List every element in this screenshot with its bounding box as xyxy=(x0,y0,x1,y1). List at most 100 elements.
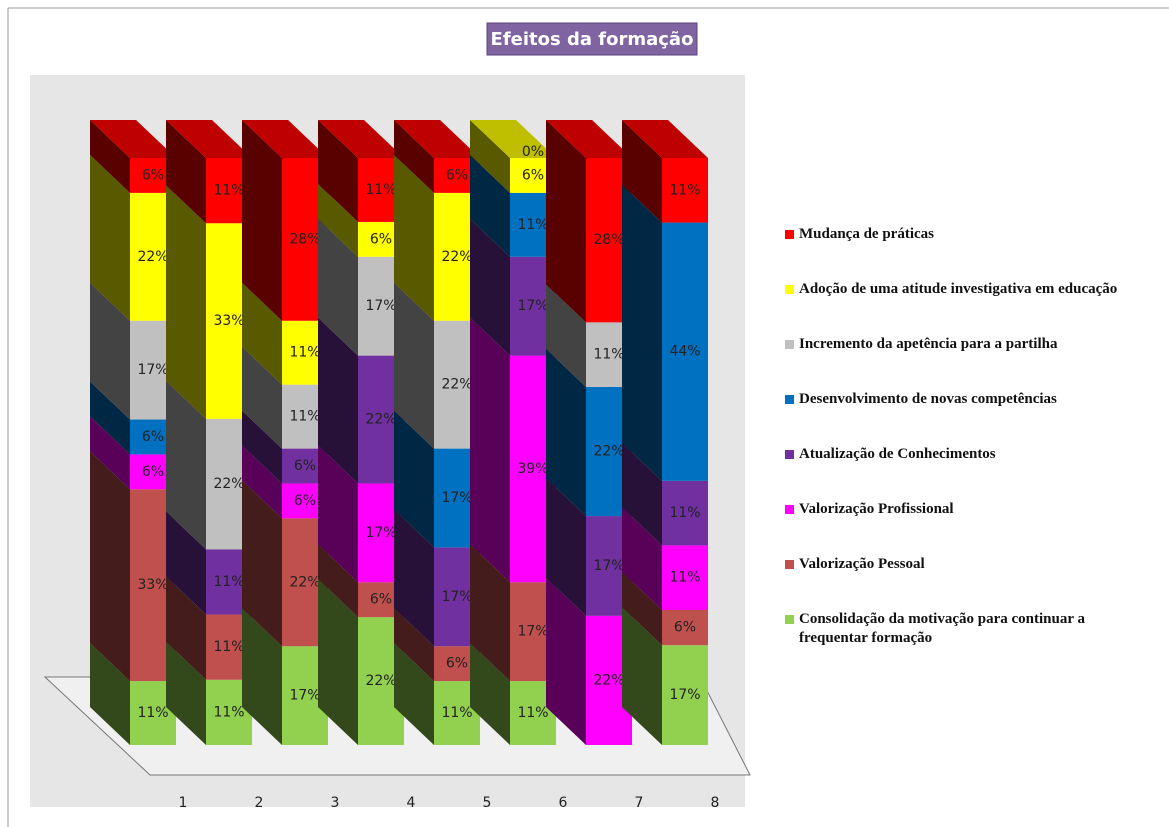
legend-label: Desenvolvimento de novas competências xyxy=(799,391,1057,407)
bar-side xyxy=(90,154,130,321)
bar-side xyxy=(546,577,586,745)
bar-side xyxy=(622,442,662,546)
bar-top xyxy=(622,120,708,158)
data-label: 17% xyxy=(517,624,548,640)
bar-side xyxy=(166,185,206,419)
data-label: 17% xyxy=(289,688,320,704)
data-label: 28% xyxy=(289,231,320,247)
data-label: 11% xyxy=(669,505,700,521)
bar xyxy=(662,222,708,481)
data-label: 11% xyxy=(517,705,548,721)
bar-top xyxy=(242,120,328,158)
data-label: 11% xyxy=(137,705,168,721)
bar-top xyxy=(318,120,404,158)
bar-side xyxy=(166,511,206,615)
bar-side xyxy=(90,416,130,490)
data-label: 17% xyxy=(517,298,548,314)
legend-label: Atualização de Conhecimentos xyxy=(799,446,996,462)
data-label: 6% xyxy=(370,231,392,247)
legend-label: Consolidação da motivação para continuar… xyxy=(799,611,1085,646)
data-label: 22% xyxy=(593,672,624,688)
legend-item: Valorização Profissional xyxy=(785,500,1155,555)
legend-label: Adoção de uma atitude investigativa em e… xyxy=(799,281,1118,297)
bar-side xyxy=(318,445,358,583)
data-label: 22% xyxy=(213,476,244,492)
bar-side xyxy=(546,348,586,517)
bar-side xyxy=(470,317,510,583)
legend: Mudança de práticas Adoção de uma atitude… xyxy=(785,225,1155,665)
data-label: 6% xyxy=(522,167,544,183)
legend-swatch xyxy=(785,230,794,239)
data-label: 11% xyxy=(213,704,244,720)
chart-title: Efeitos da formação xyxy=(491,29,694,50)
legend-label: Valorização Pessoal xyxy=(799,556,925,572)
data-label: 11% xyxy=(593,347,624,363)
bar-side xyxy=(470,154,510,257)
bar-side xyxy=(622,507,662,610)
data-label: 11% xyxy=(289,345,320,361)
data-label: 22% xyxy=(441,249,472,265)
data-label: 11% xyxy=(441,705,472,721)
data-label: 6% xyxy=(446,656,468,672)
bar-side xyxy=(546,478,586,616)
bar xyxy=(662,545,708,610)
data-label: 22% xyxy=(441,377,472,393)
data-label: 33% xyxy=(213,313,244,329)
bar-top xyxy=(394,120,480,158)
data-label: 17% xyxy=(441,490,472,506)
bar-side xyxy=(242,608,282,745)
bar-side xyxy=(394,608,434,682)
data-label: 11% xyxy=(669,570,700,586)
bar-side xyxy=(242,445,282,519)
data-label: 17% xyxy=(669,687,700,703)
data-label: 39% xyxy=(517,461,548,477)
bar-side xyxy=(166,120,206,224)
data-label: 0% xyxy=(522,144,544,160)
data-label: 11% xyxy=(213,183,244,199)
bar-side xyxy=(394,643,434,745)
legend-swatch xyxy=(785,615,794,624)
bar-side xyxy=(90,282,130,420)
data-label: 11% xyxy=(213,639,244,655)
bar-side xyxy=(166,641,206,745)
x-tick-label: 3 xyxy=(331,795,340,811)
legend-item: Adoção de uma atitude investigativa em e… xyxy=(785,280,1155,335)
bar-side xyxy=(622,184,662,481)
data-label: 44% xyxy=(669,344,700,360)
bar-side xyxy=(622,607,662,745)
x-tick-label: 4 xyxy=(407,795,416,811)
x-tick-label: 6 xyxy=(559,795,568,811)
bar-side xyxy=(622,120,662,223)
bar-side xyxy=(318,218,358,356)
bar-side xyxy=(318,544,358,618)
data-label: 6% xyxy=(294,458,316,474)
bar-side xyxy=(470,120,510,193)
bar xyxy=(662,480,708,546)
bar-side xyxy=(470,218,510,356)
legend-item: Consolidação da motivação para continuar… xyxy=(785,610,1155,665)
data-label: 6% xyxy=(674,620,696,636)
data-label: 17% xyxy=(441,589,472,605)
bar-side xyxy=(242,480,282,647)
x-tick-label: 8 xyxy=(711,795,720,811)
data-label: 6% xyxy=(370,592,392,608)
bar-side xyxy=(90,381,130,455)
legend-item: Valorização Pessoal xyxy=(785,555,1155,610)
data-label: 6% xyxy=(142,464,164,480)
bar-side xyxy=(394,282,434,449)
data-label: 11% xyxy=(289,409,320,425)
data-label: 22% xyxy=(289,574,320,590)
bar-side xyxy=(318,120,358,222)
bar-side xyxy=(394,410,434,548)
data-label: 22% xyxy=(137,249,168,265)
legend-item: Atualização de Conhecimentos xyxy=(785,445,1155,500)
bar-side xyxy=(318,579,358,745)
legend-item: Desenvolvimento de novas competências xyxy=(785,390,1155,445)
bar-side xyxy=(90,120,130,193)
legend-swatch xyxy=(785,505,794,514)
legend-label: Mudança de práticas xyxy=(799,226,934,242)
bar-side xyxy=(318,317,358,484)
data-label: 6% xyxy=(446,167,468,183)
data-label: 28% xyxy=(593,232,624,248)
